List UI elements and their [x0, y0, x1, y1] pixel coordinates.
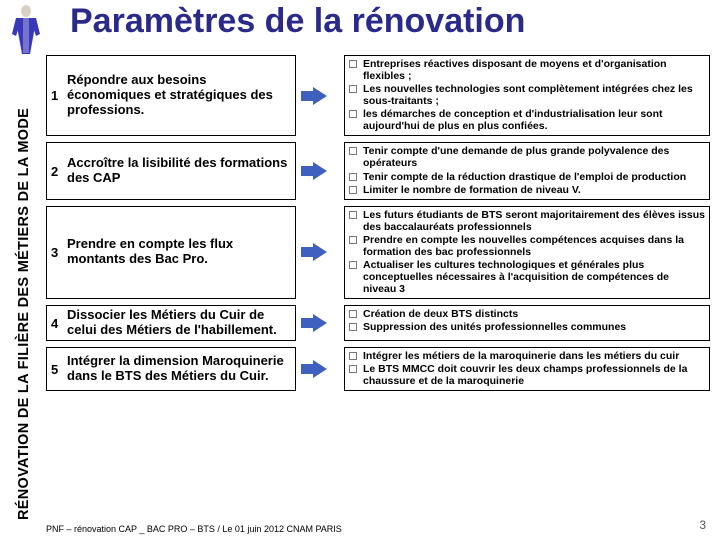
bullet-row: Création de deux BTS distincts	[347, 308, 705, 320]
left-box: 1Répondre aux besoins économiques et str…	[46, 55, 296, 136]
checkbox-icon	[349, 236, 357, 244]
bullet-row: Tenir compte de la réduction drastique d…	[347, 171, 705, 183]
left-text: Intégrer la dimension Maroquinerie dans …	[67, 354, 291, 384]
left-text: Accroître la lisibilité des formations d…	[67, 156, 291, 186]
bullet-text: Prendre en compte les nouvelles compéten…	[363, 234, 705, 258]
arrow-col	[296, 206, 344, 299]
bullet-row: Actualiser les cultures technologiques e…	[347, 259, 705, 295]
param-row: 4Dissocier les Métiers du Cuir de celui …	[46, 305, 710, 341]
left-box: 2Accroître la lisibilité des formations …	[46, 142, 296, 199]
bullet-row: Prendre en compte les nouvelles compéten…	[347, 234, 705, 258]
bullet-row: Le BTS MMCC doit couvrir les deux champs…	[347, 363, 705, 387]
checkbox-icon	[349, 85, 357, 93]
bullet-row: Entreprises réactives disposant de moyen…	[347, 58, 705, 82]
page-title: Paramètres de la rénovation	[70, 2, 525, 41]
checkbox-icon	[349, 365, 357, 373]
left-text: Dissocier les Métiers du Cuir de celui d…	[67, 308, 291, 338]
bullet-row: Limiter le nombre de formation de niveau…	[347, 184, 705, 196]
bullet-row: Les futurs étudiants de BTS seront major…	[347, 209, 705, 233]
left-box: 4Dissocier les Métiers du Cuir de celui …	[46, 305, 296, 341]
content-grid: 1Répondre aux besoins économiques et str…	[46, 55, 710, 397]
bullet-text: Intégrer les métiers de la maroquinerie …	[363, 350, 679, 362]
right-box: Les futurs étudiants de BTS seront major…	[344, 206, 710, 299]
page-number: 3	[699, 518, 706, 532]
sidebar-label: RÉNOVATION DE LA FILIÈRE DES MÉTIERS DE …	[16, 108, 32, 520]
param-row: 2Accroître la lisibilité des formations …	[46, 142, 710, 199]
row-number: 5	[51, 362, 67, 377]
checkbox-icon	[349, 352, 357, 360]
right-box: Tenir compte d'une demande de plus grand…	[344, 142, 710, 199]
arrow-icon	[313, 243, 327, 261]
bullet-row: Les nouvelles technologies sont complète…	[347, 83, 705, 107]
row-number: 4	[51, 316, 67, 331]
arrow-col	[296, 142, 344, 199]
checkbox-icon	[349, 60, 357, 68]
footer-text: PNF – rénovation CAP _ BAC PRO – BTS / L…	[46, 524, 342, 534]
bullet-text: Entreprises réactives disposant de moyen…	[363, 58, 705, 82]
bullet-text: Suppression des unités professionnelles …	[363, 321, 626, 333]
bullet-text: Le BTS MMCC doit couvrir les deux champs…	[363, 363, 705, 387]
bullet-row: Tenir compte d'une demande de plus grand…	[347, 145, 705, 169]
bullet-row: Intégrer les métiers de la maroquinerie …	[347, 350, 705, 362]
bullet-row: les démarches de conception et d'industr…	[347, 108, 705, 132]
row-number: 3	[51, 245, 67, 260]
bullet-text: Tenir compte de la réduction drastique d…	[363, 171, 686, 183]
left-text: Répondre aux besoins économiques et stra…	[67, 73, 291, 118]
right-box: Intégrer les métiers de la maroquinerie …	[344, 347, 710, 391]
bullet-text: Les nouvelles technologies sont complète…	[363, 83, 705, 107]
mannequin-logo	[6, 4, 46, 59]
right-box: Création de deux BTS distinctsSuppressio…	[344, 305, 710, 341]
left-box: 3Prendre en compte les flux montants des…	[46, 206, 296, 299]
arrow-col	[296, 305, 344, 341]
right-box: Entreprises réactives disposant de moyen…	[344, 55, 710, 136]
arrow-icon	[313, 314, 327, 332]
bullet-text: Les futurs étudiants de BTS seront major…	[363, 209, 705, 233]
checkbox-icon	[349, 147, 357, 155]
checkbox-icon	[349, 173, 357, 181]
bullet-text: Création de deux BTS distincts	[363, 308, 518, 320]
arrow-col	[296, 55, 344, 136]
bullet-text: Tenir compte d'une demande de plus grand…	[363, 145, 705, 169]
param-row: 1Répondre aux besoins économiques et str…	[46, 55, 710, 136]
arrow-icon	[313, 162, 327, 180]
bullet-text: les démarches de conception et d'industr…	[363, 108, 705, 132]
bullet-text: Actualiser les cultures technologiques e…	[363, 259, 705, 295]
checkbox-icon	[349, 323, 357, 331]
bullet-text: Limiter le nombre de formation de niveau…	[363, 184, 581, 196]
left-text: Prendre en compte les flux montants des …	[67, 237, 291, 267]
checkbox-icon	[349, 261, 357, 269]
arrow-icon	[313, 360, 327, 378]
param-row: 3Prendre en compte les flux montants des…	[46, 206, 710, 299]
checkbox-icon	[349, 110, 357, 118]
row-number: 1	[51, 88, 67, 103]
arrow-icon	[313, 87, 327, 105]
checkbox-icon	[349, 211, 357, 219]
bullet-row: Suppression des unités professionnelles …	[347, 321, 705, 333]
checkbox-icon	[349, 310, 357, 318]
left-box: 5Intégrer la dimension Maroquinerie dans…	[46, 347, 296, 391]
arrow-col	[296, 347, 344, 391]
param-row: 5Intégrer la dimension Maroquinerie dans…	[46, 347, 710, 391]
row-number: 2	[51, 164, 67, 179]
checkbox-icon	[349, 186, 357, 194]
